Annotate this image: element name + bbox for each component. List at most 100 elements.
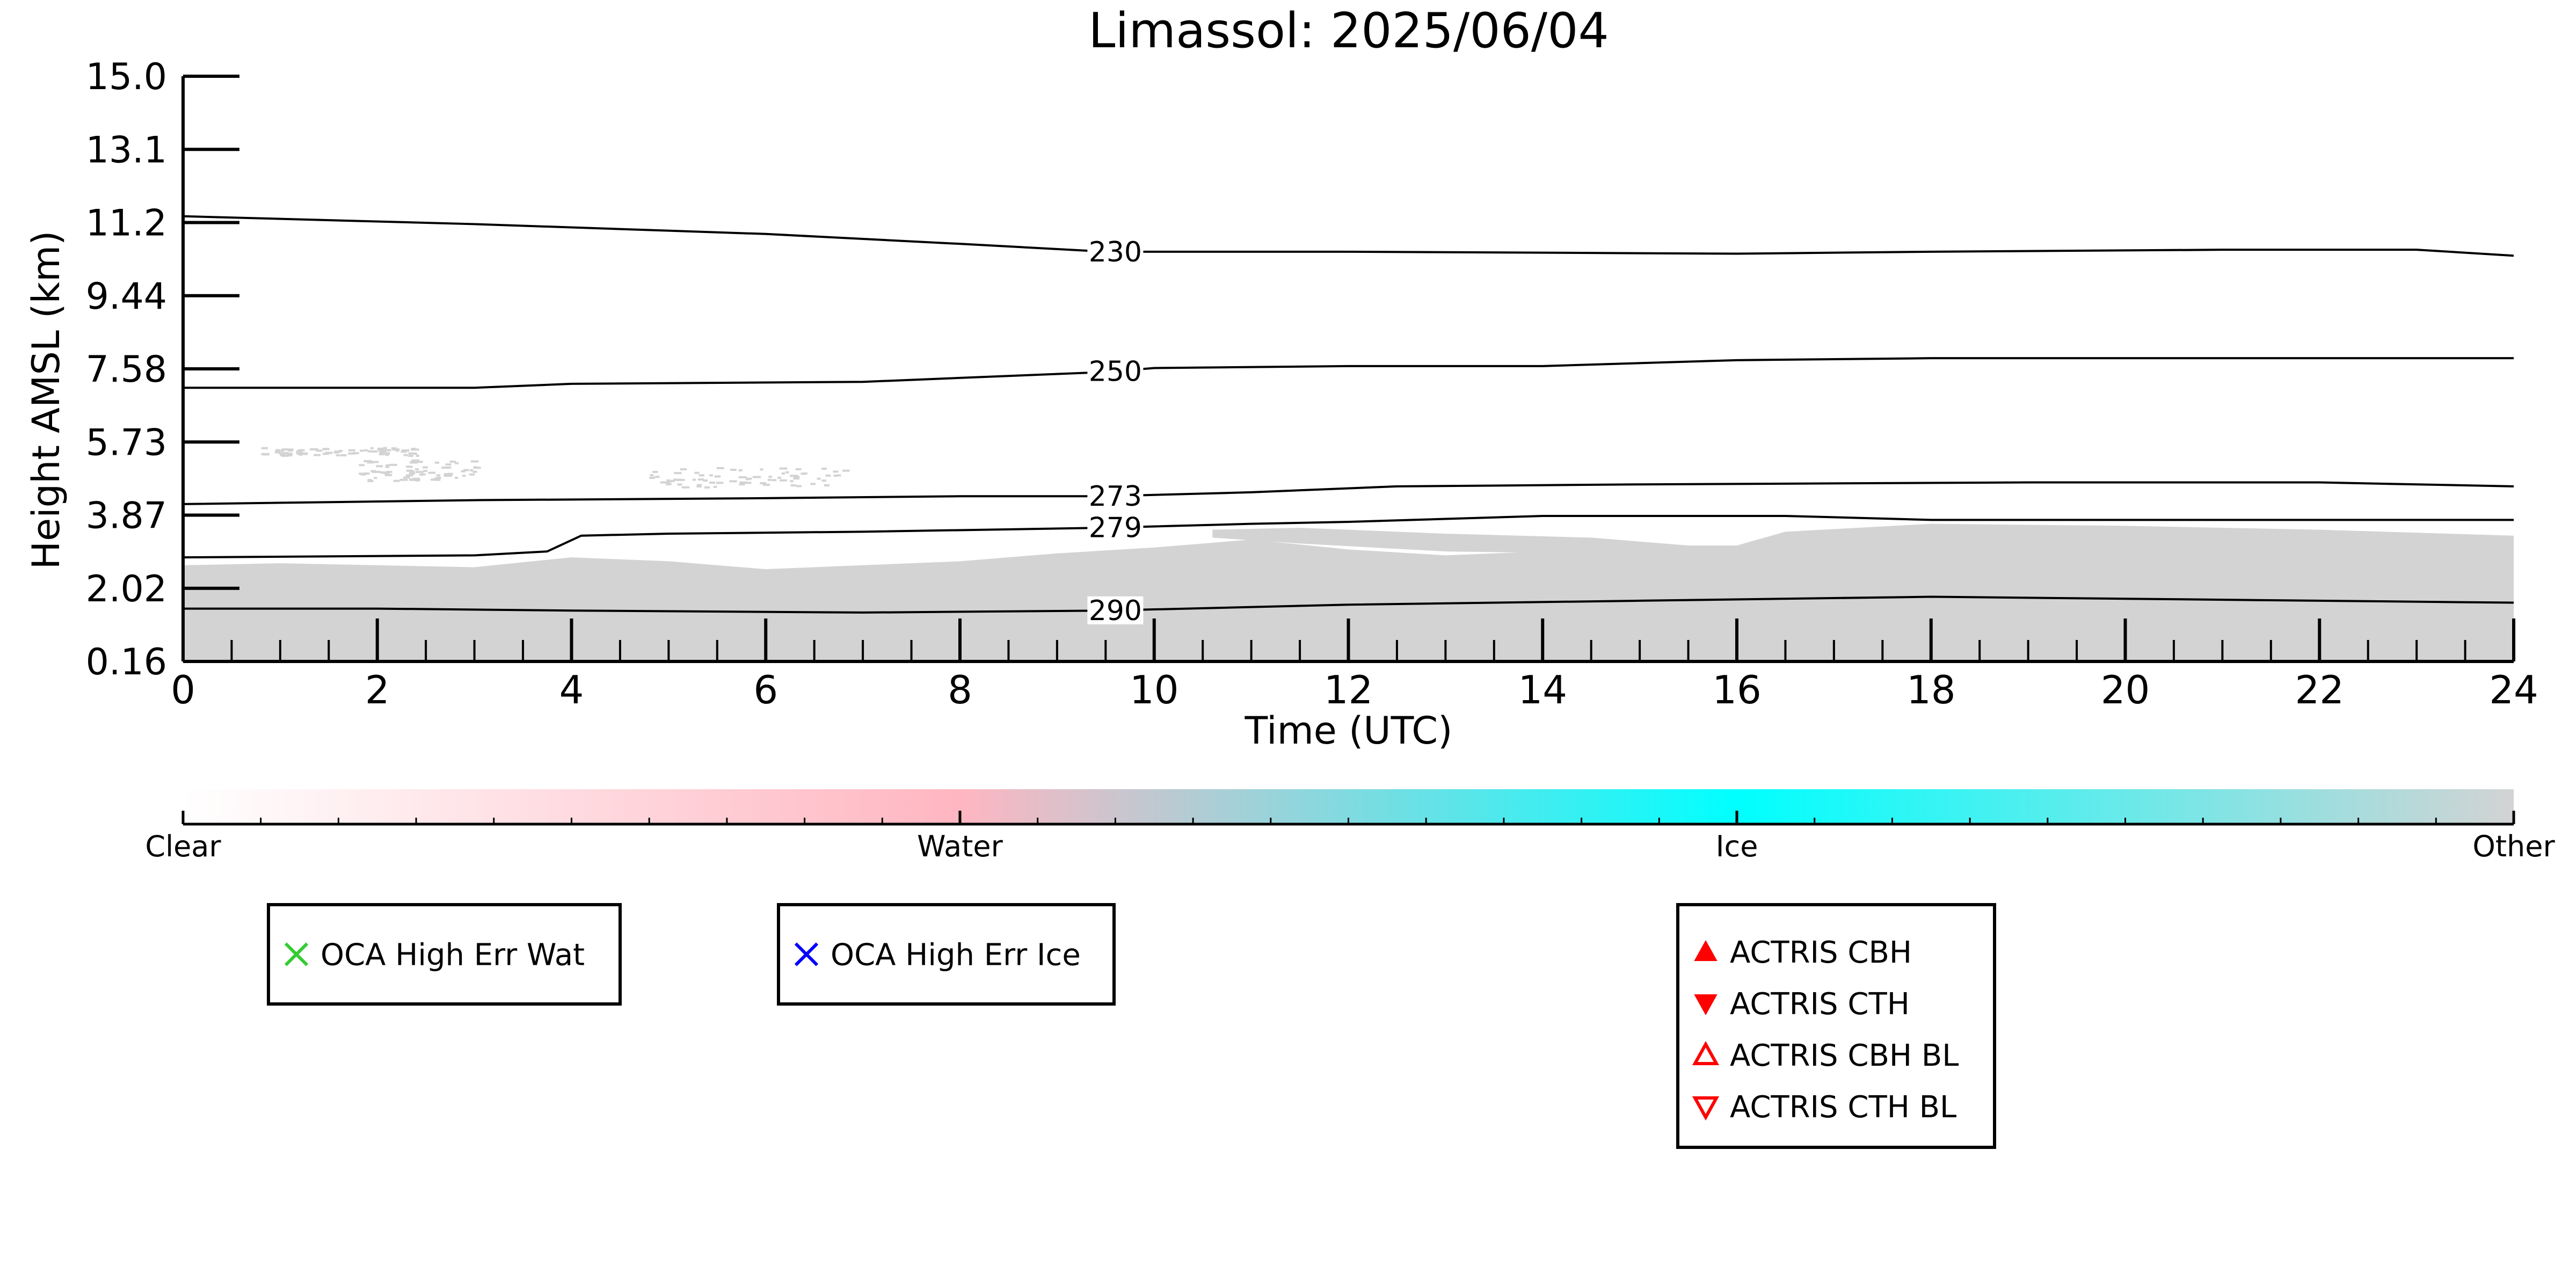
- x-tick-label: 6: [753, 667, 778, 712]
- legends: OCA High Err Wat OCA High Err Ice ACTRIS C…: [267, 903, 1996, 1149]
- cloud-mask-speck: [275, 449, 280, 452]
- isotherm-line-230: [183, 215, 2514, 257]
- colorbar-label-other: Other: [2472, 829, 2555, 863]
- isotherm-label-bg: [1087, 513, 1144, 542]
- cloud-mask-speck: [461, 470, 465, 472]
- cloud-mask-speck: [383, 447, 387, 449]
- cloud-mask-speck: [348, 452, 356, 455]
- cloud-mask-speck: [283, 452, 289, 454]
- x-tick-label: 14: [1518, 667, 1567, 712]
- cloud-mask-speck: [454, 462, 459, 464]
- cloud-mask-speck: [767, 478, 772, 481]
- legend-box-0: OCA High Err Wat: [267, 903, 622, 1006]
- isotherm-line-273: [183, 481, 2514, 505]
- cloud-mask-speck: [392, 448, 400, 451]
- cloud-mask-speck: [441, 467, 446, 469]
- cloud-mask-speck: [298, 453, 303, 456]
- cloud-mask-speck: [411, 447, 416, 450]
- legend-item-label: ACTRIS CTH BL: [1730, 1090, 1956, 1125]
- cloud-mask-speck: [401, 450, 407, 453]
- cloud-mask-speck: [415, 468, 419, 471]
- isotherm-line-250: [183, 357, 2514, 389]
- cloud-mask-region-1: [1212, 528, 1689, 554]
- cloud-mask-speck: [762, 484, 770, 486]
- cloud-mask-speck: [434, 477, 439, 480]
- cloud-mask-speck: [793, 477, 799, 480]
- cloud-mask-speck: [434, 461, 440, 464]
- isotherm-label-bg: [1087, 237, 1144, 266]
- cloud-mask-speck: [372, 470, 381, 473]
- x-marker-icon: [284, 942, 309, 966]
- colorbar-label-clear: Clear: [145, 829, 221, 863]
- isotherm-label-bg: [1087, 482, 1144, 510]
- cloud-mask-speck: [372, 461, 379, 463]
- cloud-mask-speck: [650, 474, 654, 477]
- cloud-mask-speck: [463, 469, 469, 471]
- cloud-mask-speck: [660, 481, 666, 484]
- cloud-mask-speck: [445, 466, 452, 469]
- cloud-mask-speck: [364, 449, 368, 452]
- cloud-mask-speck: [393, 479, 400, 482]
- cloud-mask-speck: [790, 480, 794, 483]
- x-axis-label: Time (UTC): [1245, 709, 1453, 753]
- cloud-mask-speck: [716, 467, 724, 469]
- cloud-mask-speck: [377, 447, 385, 450]
- cloud-mask-speck: [752, 476, 761, 478]
- y-tick-label: 3.87: [86, 495, 167, 537]
- cloud-mask-speck: [383, 453, 390, 455]
- cloud-mask-speck: [298, 449, 305, 452]
- cloud-mask-speck: [649, 476, 655, 479]
- legend-box-2: ACTRIS CBH ACTRIS CTH ACTRIS CBH BL ACTRIS …: [1676, 903, 1996, 1149]
- cloud-mask-speck: [745, 477, 752, 480]
- triangle-up-icon: [1694, 940, 1718, 961]
- cloud-mask-speck: [795, 468, 802, 470]
- cloud-mask-speck: [281, 454, 289, 457]
- cloud-mask-speck: [376, 465, 383, 468]
- cloud-mask-speck: [411, 459, 419, 462]
- cloud-mask-speck: [790, 475, 798, 477]
- cloud-mask-speck: [370, 450, 378, 453]
- x-tick-label: 2: [365, 667, 390, 712]
- cloud-mask-speck: [410, 471, 416, 474]
- isotherm-label-bg: [1087, 357, 1144, 385]
- cloud-mask-speck: [739, 481, 747, 484]
- cloud-mask-speck: [379, 453, 384, 456]
- cloud-mask-speck: [801, 472, 805, 475]
- cloud-mask-speck: [803, 472, 807, 475]
- cloud-mask-speck: [336, 454, 340, 457]
- cloud-mask-speck: [309, 448, 318, 450]
- cloud-mask-speck: [316, 449, 323, 452]
- legend-item-label: ACTRIS CBH: [1730, 935, 1912, 970]
- cloud-mask-speck: [821, 479, 827, 482]
- legend-box-1: OCA High Err Ice: [777, 903, 1116, 1006]
- legend-item-label: ACTRIS CBH BL: [1730, 1038, 1959, 1073]
- cloud-mask-speck: [406, 465, 413, 468]
- cloud-mask-speck: [348, 449, 355, 452]
- cloud-mask-speck: [698, 474, 704, 477]
- cloud-mask-speck: [416, 454, 419, 457]
- cloud-mask-speck: [779, 467, 788, 470]
- legend-item-label: ACTRIS CTH: [1730, 987, 1910, 1022]
- isotherm-label: 273: [1089, 481, 1142, 513]
- cloud-mask-speck: [697, 478, 704, 481]
- cloud-mask-speck: [454, 477, 459, 479]
- x-tick-label: 0: [171, 667, 195, 712]
- cloud-mask-speck: [396, 449, 399, 452]
- cloud-mask-speck: [401, 449, 410, 452]
- cloud-mask-speck: [449, 460, 456, 463]
- x-tick-label: 12: [1324, 667, 1373, 712]
- cloud-mask-speck: [391, 447, 397, 450]
- cloud-mask-speck: [692, 478, 696, 481]
- cloud-mask-speck: [777, 476, 782, 479]
- cloud-mask-speck: [416, 471, 424, 474]
- cloud-mask-speck: [833, 475, 838, 477]
- cloud-mask-speck: [367, 479, 372, 482]
- cloud-mask-speck: [696, 484, 702, 486]
- cloud-mask-speck: [288, 449, 293, 452]
- cloud-mask-speck: [408, 455, 413, 457]
- cloud-mask-speck: [383, 449, 391, 452]
- cloud-mask-speck: [413, 453, 417, 455]
- cloud-mask-speck: [374, 477, 377, 479]
